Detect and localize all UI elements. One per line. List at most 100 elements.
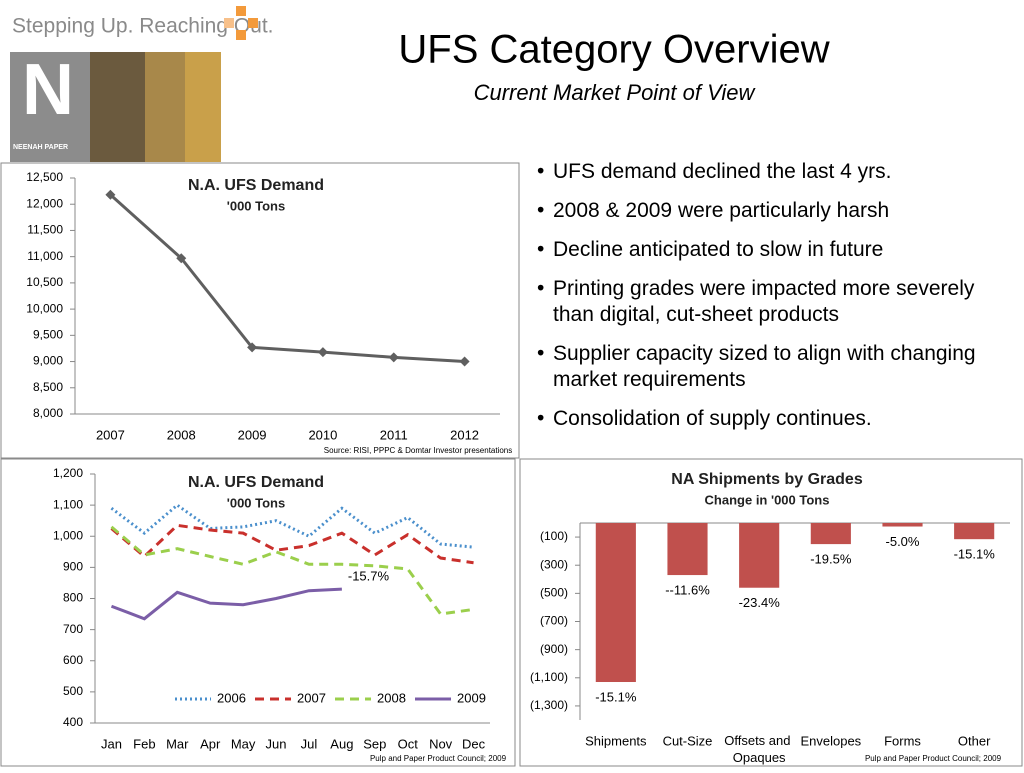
bullet-dot: •: [537, 238, 544, 261]
bullet: 2008 & 2009 were particularly harsh: [553, 199, 889, 222]
bar: [810, 523, 851, 545]
series-line: [110, 523, 474, 565]
y-tick-label: (900): [540, 642, 568, 656]
bar: [954, 523, 995, 540]
x-tick-label: Jun: [266, 736, 287, 751]
y-tick-label: 10,000: [26, 301, 63, 315]
annotation: -15.7%: [348, 569, 390, 584]
x-tick-label: Other: [958, 733, 991, 748]
y-tick-label: (300): [540, 557, 568, 571]
x-tick-label: 2008: [167, 427, 196, 442]
x-tick-label: Forms: [884, 733, 921, 748]
logo-letter: N: [22, 50, 74, 130]
y-tick-label: 11,500: [27, 223, 63, 237]
point: [176, 253, 187, 264]
y-tick-label: 11,000: [27, 249, 63, 263]
x-tick-label: 2011: [380, 427, 408, 442]
y-tick-label: 800: [63, 591, 83, 605]
panel: [0, 458, 516, 767]
y-tick-label: (500): [540, 586, 568, 600]
bullet-dot: •: [537, 407, 544, 430]
annotation: -19.5%: [810, 552, 852, 567]
y-tick-label: (100): [540, 529, 568, 543]
x-tick-label: Offsets and Opaques: [724, 733, 794, 765]
photo: [145, 52, 185, 162]
x-tick-label: May: [231, 736, 256, 751]
x-tick-label: 2010: [308, 427, 337, 442]
annotation: -15.1%: [954, 547, 996, 562]
point: [247, 342, 258, 353]
source: Source: RISI, PPPC & Domtar Investor pre…: [324, 446, 513, 455]
y-tick-label: 8,000: [33, 406, 63, 420]
point: [459, 356, 470, 367]
y-tick-label: 8,500: [33, 380, 63, 394]
point: [388, 352, 399, 363]
source: Pulp and Paper Product Council; 2009: [865, 754, 1002, 763]
bullet: Consolidation of supply continues.: [553, 407, 872, 430]
legend-label: 2008: [377, 690, 406, 705]
series-line: [110, 503, 474, 549]
tagline: Stepping Up. Reaching Out.: [12, 15, 274, 38]
x-tick-label: Envelopes: [800, 733, 861, 748]
chart-subtitle: '000 Tons: [227, 495, 285, 510]
chart-title: NA Shipments by Grades: [671, 471, 863, 488]
y-tick-label: 12,500: [26, 170, 63, 184]
point: [105, 189, 116, 200]
photo: [185, 52, 221, 162]
y-tick-label: 9,000: [33, 354, 63, 368]
x-tick-label: 2007: [96, 427, 125, 442]
x-tick-label: Aug: [330, 736, 353, 751]
x-tick-label: Feb: [133, 736, 155, 751]
bar: [667, 523, 708, 576]
bar: [595, 523, 636, 683]
y-tick-label: 600: [63, 653, 83, 667]
x-tick-label: Shipments: [585, 733, 647, 748]
logo-box: [10, 52, 90, 162]
y-tick-label: (1,300): [530, 698, 568, 712]
x-tick-label: 2009: [238, 427, 267, 442]
bar: [739, 523, 780, 588]
slide-title: UFS Category Overview: [398, 28, 829, 72]
photo: [90, 52, 145, 162]
y-tick-label: 12,000: [26, 196, 63, 210]
bullet: UFS demand declined the last 4 yrs.: [553, 160, 892, 183]
x-tick-label: 2012: [450, 427, 479, 442]
bullet: Supplier capacity sized to align with ch…: [553, 342, 981, 391]
y-tick-label: 1,000: [53, 528, 83, 542]
x-tick-label: Nov: [429, 736, 453, 751]
chart-subtitle: Change in '000 Tons: [705, 492, 830, 507]
y-tick-label: 900: [63, 560, 83, 574]
y-tick-label: 10,500: [26, 275, 63, 289]
bar: [882, 523, 923, 527]
legend-label: 2007: [297, 690, 326, 705]
y-tick-label: (1,100): [530, 670, 568, 684]
y-tick-label: 9,500: [33, 328, 63, 342]
annotation: -23.4%: [739, 595, 781, 610]
y-tick-label: 500: [63, 684, 83, 698]
x-tick-label: Apr: [200, 736, 221, 751]
y-tick-label: 700: [63, 622, 83, 636]
series-line: [109, 193, 465, 364]
panel: [0, 162, 520, 459]
y-tick-label: (700): [540, 614, 568, 628]
bullet-dot: •: [537, 277, 544, 300]
logo-name: NEENAH PAPER: [13, 144, 68, 151]
x-tick-label: Mar: [166, 736, 189, 751]
x-tick-label: Dec: [462, 736, 486, 751]
bullet-dot: •: [537, 160, 544, 183]
point: [317, 347, 328, 358]
annotation: --11.6%: [665, 583, 710, 598]
logo-mark: [224, 6, 258, 40]
slide-subtitle: Current Market Point of View: [474, 80, 757, 105]
annotation: -15.1%: [595, 689, 637, 704]
series-line: [110, 525, 474, 616]
chart-title: N.A. UFS Demand: [188, 177, 324, 194]
bullet: Printing grades were impacted more sever…: [553, 277, 980, 326]
bullet: Decline anticipated to slow in future: [553, 238, 883, 261]
panel: [519, 458, 1023, 767]
bullet-list: • UFS demand declined the last 4 yrs. • 200…: [537, 160, 981, 430]
y-tick-label: 1,200: [53, 466, 83, 480]
bullet-dot: •: [537, 342, 544, 365]
